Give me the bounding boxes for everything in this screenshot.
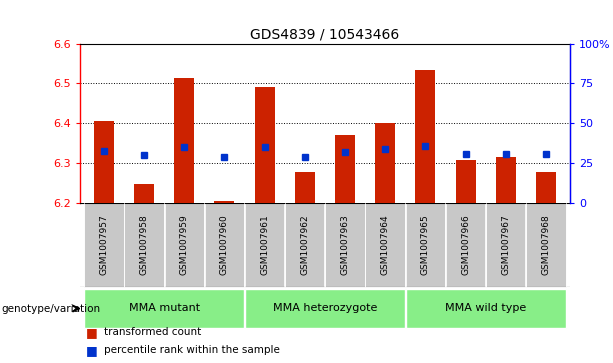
Text: percentile rank within the sample: percentile rank within the sample [104, 345, 280, 355]
Bar [94, 122, 114, 203]
Bar [254, 87, 275, 203]
Text: GSM1007966: GSM1007966 [461, 215, 470, 276]
Bar [215, 201, 234, 203]
Bar [406, 203, 445, 287]
Bar [486, 203, 525, 287]
Text: GSM1007959: GSM1007959 [180, 215, 189, 276]
Text: GSM1007958: GSM1007958 [140, 215, 148, 276]
Text: GSM1007964: GSM1007964 [381, 215, 390, 276]
Title: GDS4839 / 10543466: GDS4839 / 10543466 [250, 27, 400, 41]
Text: GSM1007960: GSM1007960 [220, 215, 229, 276]
Bar [406, 289, 566, 328]
Bar [536, 172, 556, 203]
Bar [84, 289, 244, 328]
Text: GSM1007957: GSM1007957 [99, 215, 109, 276]
Text: GSM1007963: GSM1007963 [340, 215, 349, 276]
Bar [375, 123, 395, 203]
Text: genotype/variation: genotype/variation [1, 303, 101, 314]
Text: GSM1007968: GSM1007968 [541, 215, 550, 276]
Bar [335, 135, 355, 203]
Text: GSM1007965: GSM1007965 [421, 215, 430, 276]
Bar [326, 203, 365, 287]
Bar [496, 158, 516, 203]
Bar [527, 203, 566, 287]
Bar [205, 203, 244, 287]
Text: ■: ■ [86, 344, 97, 357]
Bar [285, 203, 324, 287]
Text: MMA heterozygote: MMA heterozygote [273, 303, 377, 313]
Bar [164, 203, 204, 287]
Bar [124, 203, 164, 287]
Bar [455, 160, 476, 203]
Text: MMA wild type: MMA wild type [445, 303, 527, 313]
Bar [134, 184, 154, 203]
Bar [446, 203, 485, 287]
Bar [84, 203, 123, 287]
Bar [245, 203, 284, 287]
Bar [416, 70, 435, 203]
Bar [174, 78, 194, 203]
Text: GSM1007962: GSM1007962 [300, 215, 310, 276]
Bar [245, 289, 405, 328]
Text: GSM1007967: GSM1007967 [501, 215, 510, 276]
Bar [295, 172, 315, 203]
Text: transformed count: transformed count [104, 327, 202, 337]
Text: ■: ■ [86, 326, 97, 339]
Text: GSM1007961: GSM1007961 [260, 215, 269, 276]
Bar [365, 203, 405, 287]
Text: MMA mutant: MMA mutant [129, 303, 200, 313]
